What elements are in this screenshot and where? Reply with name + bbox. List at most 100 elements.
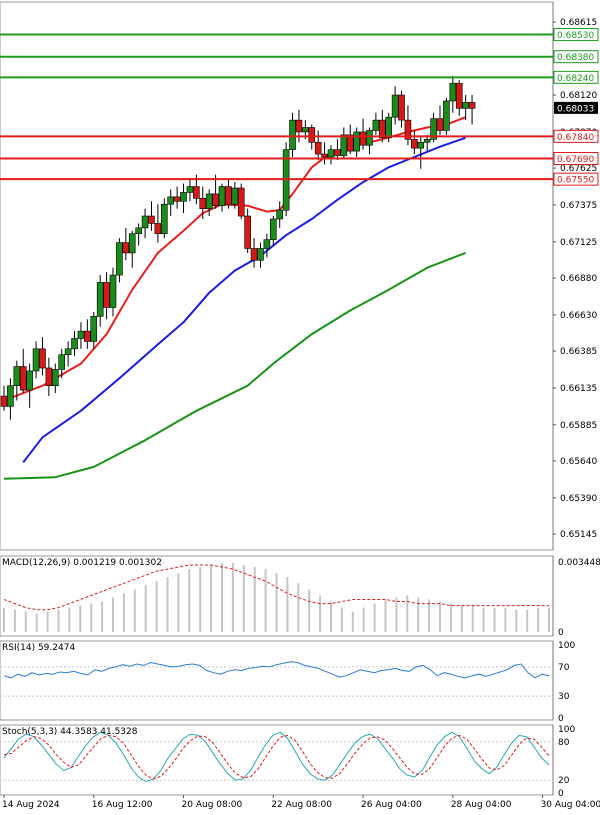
macd-panel: MACD(12,26,9) 0.001219 0.001302 0.003448 0 [0, 555, 600, 638]
resistance-level-box [553, 28, 599, 42]
rsi-line [3, 661, 550, 679]
candle-body [116, 242, 123, 276]
candle-body [455, 82, 463, 109]
macd-title: MACD(12,26,9) 0.001219 0.001302 [2, 558, 162, 568]
ma-mid-line [22, 136, 466, 464]
candle-body [141, 215, 149, 229]
candle-body [7, 385, 14, 407]
candle-body [32, 348, 40, 372]
resistance-level-box [553, 70, 599, 84]
stoch-y-label: 20 [558, 776, 570, 786]
candle-body [64, 348, 72, 356]
candle-body [205, 193, 213, 209]
candle-body [417, 141, 425, 149]
candle-body [19, 366, 27, 391]
candle-body [103, 282, 110, 308]
macd-y-label: 0.003448 [558, 558, 600, 568]
candle-body [225, 186, 232, 205]
candle-body [269, 218, 277, 240]
y-tick-label: 0.68120 [560, 91, 597, 101]
candle-body [160, 203, 168, 235]
candle-body [276, 209, 284, 220]
y-tick-label: 0.65390 [560, 494, 597, 504]
candle-body [244, 215, 251, 249]
candle-body [218, 186, 226, 207]
candle-body [430, 118, 437, 140]
y-tick-label: 0.65640 [560, 457, 597, 467]
candle-body [45, 367, 53, 387]
candle-body [378, 119, 386, 139]
candle-body [353, 131, 360, 152]
candle-body [404, 119, 412, 140]
y-tick-label: 0.68615 [560, 18, 597, 28]
macd-signal-line [3, 564, 549, 611]
panel-frame [0, 640, 554, 721]
candle-body [334, 149, 341, 156]
x-tick-label: 26 Aug 04:00 [361, 800, 422, 810]
candle-body [180, 192, 187, 202]
candle-body [122, 242, 130, 254]
candle-body [199, 198, 207, 209]
stoch-y-label: 80 [558, 738, 570, 748]
macd-y-label: 0 [558, 628, 564, 638]
resistance-level-box [553, 50, 599, 64]
x-tick-label: 16 Aug 12:00 [92, 800, 153, 810]
y-tick-label: 0.67625 [560, 164, 597, 174]
candle-body [250, 248, 258, 261]
candle-body [411, 139, 418, 149]
support-level-box [553, 129, 599, 143]
x-tick-label: 14 Aug 2024 [2, 800, 60, 810]
candle-body [148, 215, 155, 224]
candle-body [39, 348, 46, 369]
stoch-y-label: 0 [558, 789, 564, 799]
candle-body [128, 233, 136, 254]
candle-body [193, 186, 200, 199]
panel-frame [0, 1, 554, 551]
candle-body [263, 239, 271, 249]
candle-body [340, 134, 348, 156]
y-tick-label: 0.67375 [560, 201, 597, 211]
x-axis: 14 Aug 2024 16 Aug 12:00 20 Aug 08:00 22 Au… [2, 795, 600, 810]
candle-body [449, 82, 457, 102]
last-price-box [554, 101, 598, 114]
support-level-box [553, 172, 599, 186]
y-tick-label: 0.65885 [560, 421, 597, 431]
y-tick-label: 0.66880 [560, 274, 597, 284]
candle-body [96, 282, 104, 317]
rsi-y-label: 30 [558, 692, 570, 702]
candle-body [90, 316, 98, 342]
candle-body [468, 102, 476, 109]
rsi-y-label: 70 [558, 663, 570, 673]
candle-body [84, 330, 91, 342]
support-level-label: 0.67690 [557, 155, 594, 165]
candle-body [391, 94, 399, 118]
price-panel: 0.686150.681200.678700.676250.673750.671… [0, 1, 599, 551]
candle-body [13, 366, 21, 387]
rsi-y-label: 100 [558, 641, 575, 651]
candle-body [154, 223, 162, 235]
support-level-label: 0.67550 [557, 176, 594, 186]
ma-slow-line [3, 251, 466, 480]
candle-body [462, 102, 469, 109]
candle-body [289, 119, 296, 150]
candle-body [231, 187, 239, 205]
candle-body [71, 338, 78, 350]
candle-body [302, 127, 309, 133]
support-level-label: 0.67840 [557, 133, 594, 143]
candle-body [51, 369, 59, 387]
candle-body [398, 94, 405, 121]
candle-body [173, 196, 181, 202]
x-tick-label: 30 Aug 04:00 [541, 800, 600, 810]
ma-fast-line [3, 116, 466, 402]
candle-body [327, 149, 335, 158]
rsi-y-label: 0 [558, 714, 564, 724]
rsi-panel: RSI(14) 59.2474 100 70 30 0 [0, 640, 575, 724]
resistance-level-label: 0.68530 [557, 31, 594, 41]
y-tick-label: 0.67125 [560, 238, 597, 248]
resistance-level-label: 0.68380 [557, 53, 594, 63]
candle-body [308, 127, 316, 143]
candle-body [372, 119, 380, 131]
candle-body [109, 274, 117, 308]
